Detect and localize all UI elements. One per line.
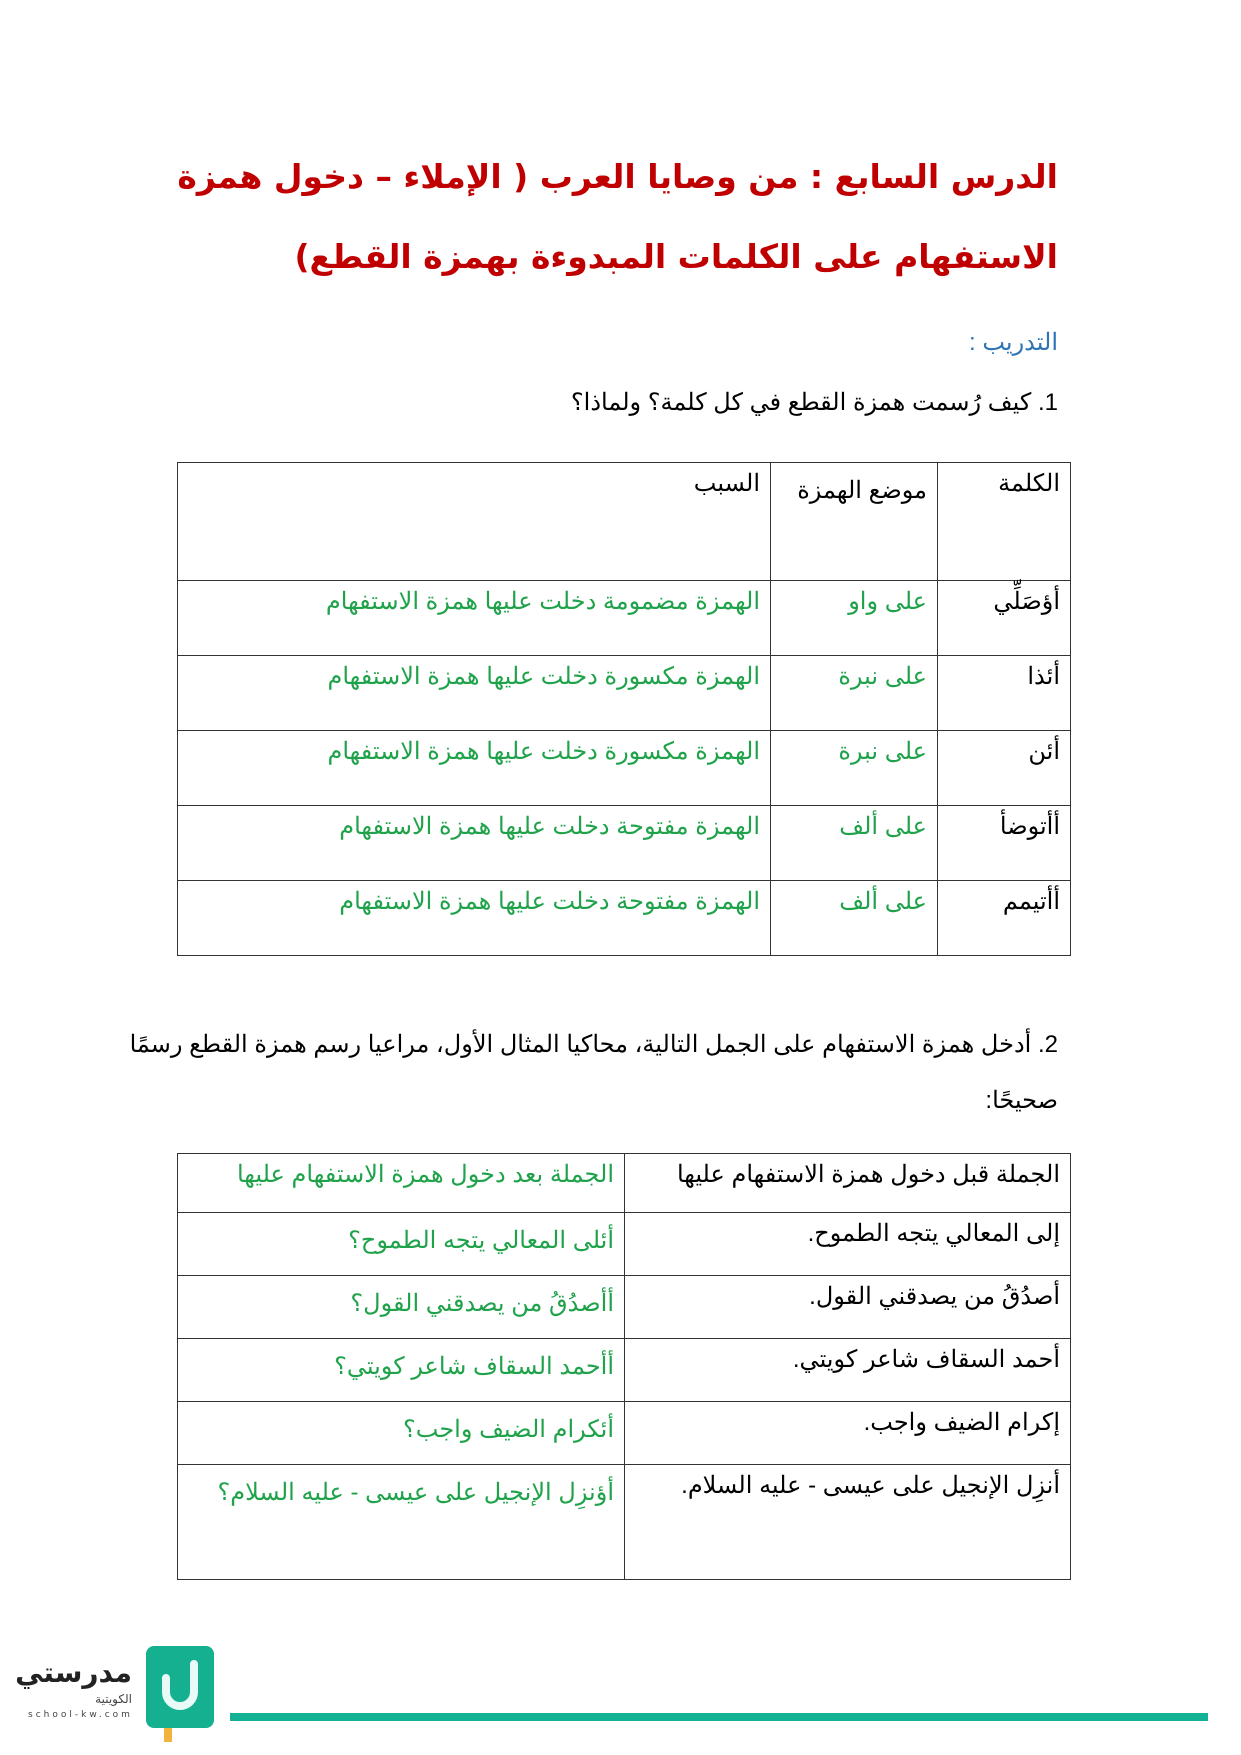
sentence-table: الجملة قبل دخول همزة الاستفهام عليها الج…	[177, 1153, 1071, 1580]
cell-after: أأصدُقُ من يصدقني القول؟	[177, 1275, 625, 1339]
cell-before: أنزِل الإنجيل على عيسى - عليه السلام.	[624, 1464, 1071, 1580]
cell-word: أئن	[937, 730, 1071, 806]
cell-reason: الهمزة مفتوحة دخلت عليها همزة الاستفهام	[177, 805, 771, 881]
word-hamza-table: الكلمة موضع الهمزة السبب أؤصَلِّي على واو…	[177, 462, 1071, 956]
cell-position: على ألف	[770, 880, 938, 956]
cell-reason: الهمزة مضمومة دخلت عليها همزة الاستفهام	[177, 580, 771, 656]
table-row: أنزِل الإنجيل على عيسى - عليه السلام. أؤن…	[177, 1464, 1071, 1580]
madrasati-logo-icon	[146, 1646, 214, 1728]
cell-position: على ألف	[770, 805, 938, 881]
question-1: 1. كيف رُسمت همزة القطع في كل كلمة؟ ولما…	[570, 389, 1058, 416]
cell-reason: الهمزة مكسورة دخلت عليها همزة الاستفهام	[177, 730, 771, 806]
cell-reason: الهمزة مكسورة دخلت عليها همزة الاستفهام	[177, 655, 771, 731]
table-row: أصدُقُ من يصدقني القول. أأصدُقُ من يصدقني…	[177, 1275, 1071, 1339]
cell-word: أأتيمم	[937, 880, 1071, 956]
table-header-row: الكلمة موضع الهمزة السبب	[177, 462, 1071, 581]
cell-after: أئلى المعالي يتجه الطموح؟	[177, 1212, 625, 1276]
logo-text: مدرستي	[15, 1656, 132, 1689]
cell-position: على نبرة	[770, 655, 938, 731]
table-row: أأتيمم على ألف الهمزة مفتوحة دخلت عليها هم…	[177, 880, 1071, 956]
table-header-row: الجملة قبل دخول همزة الاستفهام عليها الج…	[177, 1153, 1071, 1213]
cell-before: إكرام الضيف واجب.	[624, 1401, 1071, 1465]
training-label: التدريب :	[969, 329, 1058, 356]
cell-word: أؤصَلِّي	[937, 580, 1071, 656]
question-2: 2. أدخل همزة الاستفهام على الجمل التالية…	[129, 1031, 1058, 1114]
table-row: إكرام الضيف واجب. أئكرام الضيف واجب؟	[177, 1401, 1071, 1465]
table-row: أؤصَلِّي على واو الهمزة مضمومة دخلت عليها …	[177, 580, 1071, 656]
cell-before: أصدُقُ من يصدقني القول.	[624, 1275, 1071, 1339]
lesson-title-line1: الدرس السابع : من وصايا العرب ( الإملاء …	[177, 157, 1058, 196]
table-row: أئن على نبرة الهمزة مكسورة دخلت عليها همزة…	[177, 730, 1071, 806]
header-before: الجملة قبل دخول همزة الاستفهام عليها	[624, 1153, 1071, 1213]
cell-word: أئذا	[937, 655, 1071, 731]
cell-reason: الهمزة مفتوحة دخلت عليها همزة الاستفهام	[177, 880, 771, 956]
cell-word: أأتوضأ	[937, 805, 1071, 881]
footer-divider	[230, 1713, 1208, 1721]
table-row: إلى المعالي يتجه الطموح. أئلى المعالي يتج…	[177, 1212, 1071, 1276]
header-after: الجملة بعد دخول همزة الاستفهام عليها	[177, 1153, 625, 1213]
cell-after: أئكرام الضيف واجب؟	[177, 1401, 625, 1465]
lesson-title-line2: الاستفهام على الكلمات المبدوءة بهمزة الق…	[294, 237, 1058, 276]
header-position: موضع الهمزة	[770, 462, 938, 581]
cell-before: إلى المعالي يتجه الطموح.	[624, 1212, 1071, 1276]
logo-bookmark-icon	[164, 1720, 172, 1742]
cell-before: أحمد السقاف شاعر كويتي.	[624, 1338, 1071, 1402]
header-word: الكلمة	[937, 462, 1071, 581]
cell-after: أأحمد السقاف شاعر كويتي؟	[177, 1338, 625, 1402]
cell-position: على واو	[770, 580, 938, 656]
table-row: أحمد السقاف شاعر كويتي. أأحمد السقاف شاعر…	[177, 1338, 1071, 1402]
table-row: أأتوضأ على ألف الهمزة مفتوحة دخلت عليها هم…	[177, 805, 1071, 881]
cell-position: على نبرة	[770, 730, 938, 806]
logo-subtext: الكويتية	[95, 1692, 132, 1706]
cell-after: أؤنزِل الإنجيل على عيسى - عليه السلام؟	[177, 1464, 625, 1580]
table-row: أئذا على نبرة الهمزة مكسورة دخلت عليها همز…	[177, 655, 1071, 731]
logo-url: school-kw.com	[28, 1710, 133, 1720]
header-reason: السبب	[177, 462, 771, 581]
